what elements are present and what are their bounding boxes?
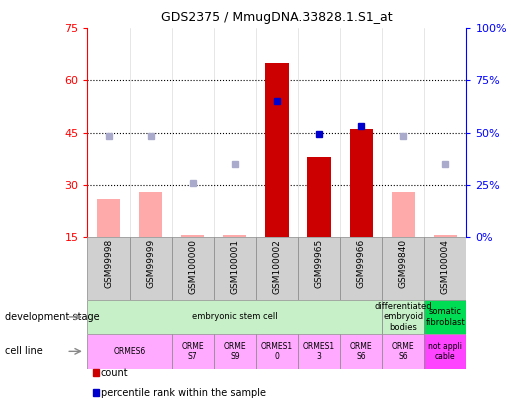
Bar bbox=[139, 192, 162, 237]
Bar bbox=[350, 129, 373, 237]
Text: ORME
S7: ORME S7 bbox=[181, 342, 204, 361]
Bar bbox=[266, 63, 288, 237]
Bar bbox=[307, 157, 331, 237]
Bar bbox=[382, 237, 425, 300]
Text: GSM99998: GSM99998 bbox=[104, 239, 113, 288]
Bar bbox=[172, 334, 214, 369]
Bar bbox=[214, 334, 256, 369]
Bar bbox=[298, 334, 340, 369]
Text: embryonic stem cell: embryonic stem cell bbox=[192, 312, 278, 322]
Title: GDS2375 / MmugDNA.33828.1.S1_at: GDS2375 / MmugDNA.33828.1.S1_at bbox=[161, 11, 393, 24]
Text: somatic
fibroblast: somatic fibroblast bbox=[426, 307, 465, 326]
Text: GSM99840: GSM99840 bbox=[399, 239, 408, 288]
Bar bbox=[214, 237, 256, 300]
Bar bbox=[340, 237, 382, 300]
Text: development stage: development stage bbox=[5, 312, 100, 322]
Bar bbox=[172, 237, 214, 300]
Text: not appli
cable: not appli cable bbox=[428, 342, 462, 361]
Bar bbox=[256, 237, 298, 300]
Text: GSM99966: GSM99966 bbox=[357, 239, 366, 288]
Bar bbox=[181, 235, 204, 237]
Text: cell line: cell line bbox=[5, 346, 43, 356]
Bar bbox=[87, 237, 129, 300]
Text: ORME
S9: ORME S9 bbox=[224, 342, 246, 361]
Text: differentiated
embryoid
bodies: differentiated embryoid bodies bbox=[374, 302, 432, 332]
Text: GSM100002: GSM100002 bbox=[272, 239, 281, 294]
Bar bbox=[382, 300, 425, 334]
Bar bbox=[340, 334, 382, 369]
Text: GSM99999: GSM99999 bbox=[146, 239, 155, 288]
Bar bbox=[223, 235, 246, 237]
Bar bbox=[87, 300, 382, 334]
Bar bbox=[434, 235, 457, 237]
Bar bbox=[129, 237, 172, 300]
Text: ORME
S6: ORME S6 bbox=[392, 342, 414, 361]
Text: GSM100004: GSM100004 bbox=[441, 239, 450, 294]
Text: GSM100001: GSM100001 bbox=[231, 239, 240, 294]
Bar bbox=[256, 334, 298, 369]
Bar bbox=[298, 237, 340, 300]
Bar bbox=[97, 199, 120, 237]
Bar bbox=[382, 334, 425, 369]
Bar bbox=[425, 334, 466, 369]
Text: ORMES1
3: ORMES1 3 bbox=[303, 342, 335, 361]
Text: GSM100000: GSM100000 bbox=[188, 239, 197, 294]
Bar bbox=[392, 192, 415, 237]
Bar bbox=[87, 334, 172, 369]
Text: ORME
S6: ORME S6 bbox=[350, 342, 373, 361]
Bar bbox=[425, 300, 466, 334]
Text: ORMES1
0: ORMES1 0 bbox=[261, 342, 293, 361]
Text: percentile rank within the sample: percentile rank within the sample bbox=[101, 388, 266, 398]
Text: GSM99965: GSM99965 bbox=[314, 239, 323, 288]
Bar bbox=[425, 237, 466, 300]
Text: ORMES6: ORMES6 bbox=[113, 347, 146, 356]
Text: count: count bbox=[101, 368, 128, 377]
